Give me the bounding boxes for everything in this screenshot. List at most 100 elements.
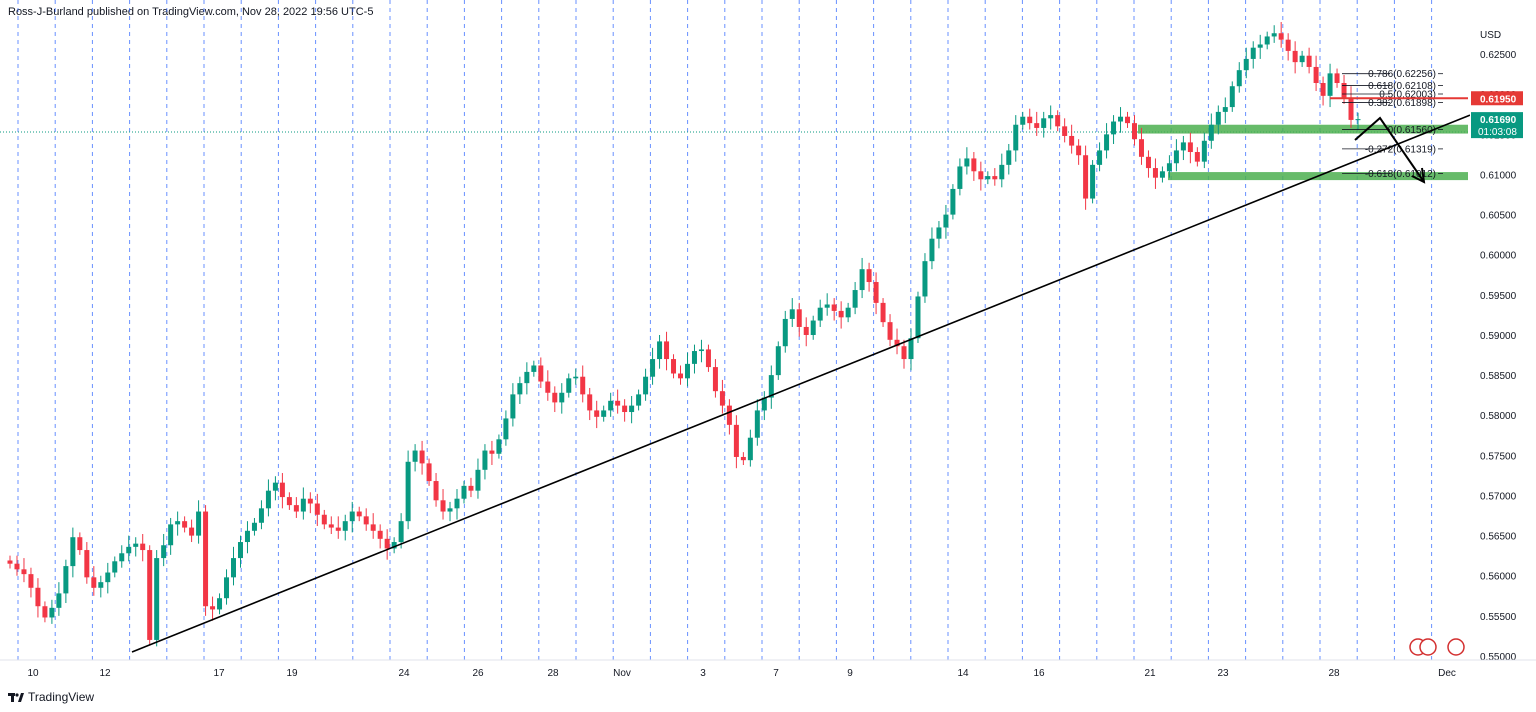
candle-body — [726, 405, 732, 425]
candle-body — [98, 582, 104, 588]
candle-body — [1083, 155, 1089, 199]
candle-body — [747, 437, 753, 461]
candle-body — [91, 577, 97, 588]
candle-body — [698, 349, 704, 352]
candle-body — [154, 558, 160, 640]
candle-body — [203, 511, 209, 607]
candle-body — [161, 545, 167, 559]
candle-body — [1055, 115, 1061, 127]
candle-body — [1027, 116, 1033, 124]
candle-body — [684, 363, 690, 379]
candle-body — [84, 550, 90, 578]
candle-body — [775, 346, 781, 376]
candle-body — [21, 569, 27, 575]
candle-body — [1306, 55, 1312, 67]
candle-body — [1173, 150, 1179, 164]
time-tick-label: 24 — [398, 668, 410, 679]
candle-body — [622, 405, 628, 413]
candle-body — [1145, 156, 1151, 169]
candle-body — [650, 359, 656, 377]
candle-body — [440, 500, 446, 512]
candle-body — [733, 424, 739, 457]
candle-body — [671, 359, 677, 374]
candle-body — [231, 558, 237, 578]
time-tick-label: 26 — [472, 668, 484, 679]
candle-body — [573, 376, 579, 379]
time-tick-label: 28 — [547, 668, 559, 679]
candle-body — [601, 410, 607, 417]
projection-path — [1354, 116, 1425, 183]
candle-body — [1201, 140, 1207, 162]
candle-body — [7, 560, 13, 564]
time-tick-label: 16 — [1033, 668, 1045, 679]
candle-body — [1299, 55, 1305, 63]
candle-body — [356, 511, 362, 517]
fib-label: -0.618(0.61012) — [1365, 169, 1436, 180]
price-tick-label: 0.56500 — [1480, 532, 1517, 543]
candle-body — [279, 482, 285, 498]
candle-body — [1020, 116, 1026, 125]
candle-body — [133, 543, 139, 547]
candle-body — [719, 391, 725, 406]
projection-arrows — [1354, 116, 1426, 184]
candle-body — [1264, 36, 1270, 45]
candle-body — [880, 302, 886, 323]
candle-body — [496, 439, 502, 454]
candle-body — [307, 498, 313, 504]
candle-body — [936, 227, 942, 239]
candle-body — [922, 261, 928, 297]
candle-body — [182, 521, 188, 528]
countdown-label: 01:03:08 — [1478, 127, 1517, 138]
candle-body — [1062, 126, 1068, 136]
candle-body — [629, 405, 635, 413]
us-flag-icons — [1409, 638, 1465, 656]
trendline-line — [131, 114, 1471, 653]
candle-body — [754, 410, 760, 438]
candle-body — [70, 537, 76, 567]
candle-body — [300, 498, 306, 512]
candle-body — [49, 607, 55, 618]
candle-body — [384, 538, 390, 549]
candle-body — [503, 418, 509, 440]
us-flag-icon — [1419, 638, 1437, 656]
candle-body — [838, 310, 844, 318]
candle-body — [643, 376, 649, 395]
candle-body — [419, 450, 425, 464]
candle-body — [1222, 107, 1228, 112]
candle-body — [1327, 73, 1333, 96]
candle-body — [1138, 139, 1144, 157]
candle-body — [678, 373, 684, 379]
time-tick-label: 3 — [700, 668, 706, 679]
time-tick-label: 14 — [957, 668, 969, 679]
price-chart[interactable]: 0.786(0.62256)0.618(0.62108)0.5(0.62003)… — [0, 0, 1536, 690]
candle-body — [286, 497, 292, 506]
fib-label: 0(0.61560) — [1388, 125, 1436, 136]
candle-body — [265, 490, 271, 509]
price-tick-label: 0.55500 — [1480, 612, 1517, 623]
candle-body — [1069, 135, 1075, 146]
candle-body — [314, 503, 320, 515]
candle-body — [531, 365, 537, 372]
candle-body — [272, 482, 278, 491]
candle-body — [391, 542, 397, 549]
candle-body — [1048, 115, 1054, 119]
candle-body — [929, 238, 935, 262]
candle-body — [377, 530, 383, 539]
candle-body — [992, 176, 998, 180]
time-tick-label: 10 — [27, 668, 39, 679]
price-tick-label: 0.55000 — [1480, 652, 1517, 663]
candle-body — [580, 376, 586, 395]
candle-body — [768, 375, 774, 398]
time-axis[interactable]: 10 12 17 19 24 26 28 Nov 3 7 9 14 16 21 23 28 Dec — [27, 668, 1455, 679]
candle-body — [328, 524, 334, 528]
candle-body — [664, 341, 670, 360]
candle-body — [210, 606, 216, 610]
price-tick-label: 0.57500 — [1480, 451, 1517, 462]
candle-body — [196, 511, 202, 536]
price-tag-label: 0.61950 — [1480, 94, 1517, 105]
time-tick-label: 9 — [847, 668, 853, 679]
candle-body — [608, 400, 614, 411]
candle-body — [999, 164, 1005, 180]
candle-body — [782, 318, 788, 347]
candle-body — [587, 394, 593, 411]
